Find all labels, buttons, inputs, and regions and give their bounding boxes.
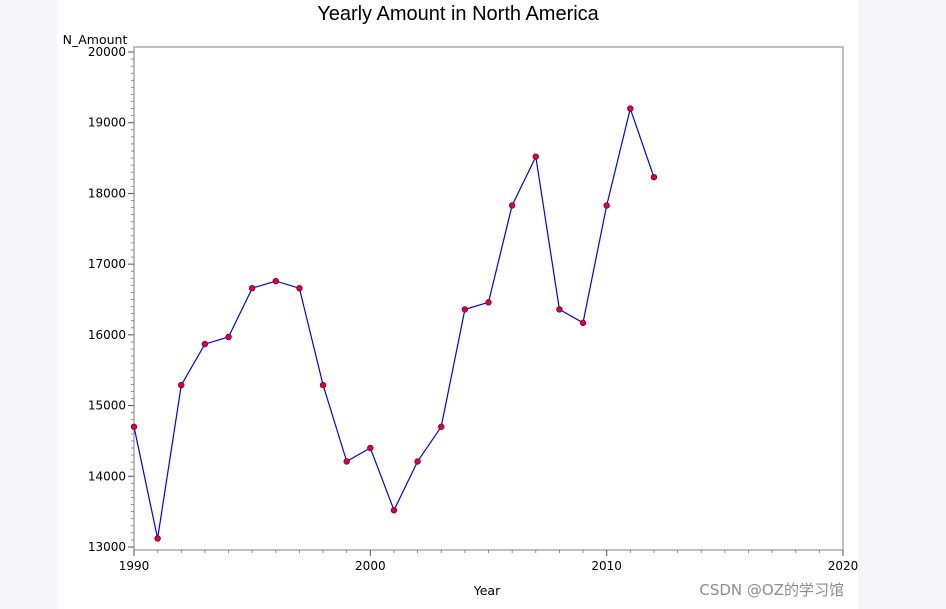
x-tick-label: 2020 <box>828 559 858 573</box>
y-tick-label: 18000 <box>88 186 126 200</box>
data-point <box>532 153 539 160</box>
plot-area-border <box>133 46 844 551</box>
data-point <box>296 284 303 292</box>
data-point <box>627 105 634 112</box>
y-tick-label: 20000 <box>88 45 126 59</box>
data-point <box>154 535 161 542</box>
y-tick-label: 14000 <box>88 469 126 483</box>
data-point <box>367 444 374 452</box>
x-tick-label: 2000 <box>355 559 386 573</box>
data-point <box>461 306 469 313</box>
x-tick-label: 2010 <box>591 559 622 573</box>
watermark-text: CSDN @OZ的学习馆 <box>699 581 844 599</box>
line-chart: Yearly Amount in North America N_Amount … <box>63 3 858 598</box>
data-point <box>343 458 350 465</box>
data-point <box>178 381 185 389</box>
y-axis-label: N_Amount <box>63 32 128 47</box>
data-point <box>579 319 587 327</box>
y-tick-label: 15000 <box>88 399 126 413</box>
data-point <box>556 306 563 313</box>
y-tick-label: 17000 <box>88 257 126 271</box>
data-point <box>508 202 516 209</box>
data-point <box>485 299 492 306</box>
data-point <box>650 173 658 181</box>
data-point <box>603 202 610 209</box>
x-axis-label: Year <box>473 583 501 598</box>
y-tick-label: 13000 <box>88 540 126 554</box>
series-line <box>133 106 655 539</box>
series-group <box>130 105 658 542</box>
data-point <box>130 423 138 430</box>
y-tick-label: 19000 <box>88 116 126 130</box>
chart-title: Yearly Amount in North America <box>317 3 599 25</box>
data-point <box>201 340 209 348</box>
data-point <box>319 381 327 389</box>
data-point <box>438 423 445 430</box>
y-tick-label: 16000 <box>88 328 126 342</box>
x-tick-label: 1990 <box>119 559 150 573</box>
data-point <box>248 284 256 292</box>
axes: 13000 14000 15000 16000 17000 18000 19000 20000… <box>88 45 858 573</box>
data-point <box>272 277 279 285</box>
data-point <box>225 333 232 341</box>
data-point <box>390 507 398 514</box>
data-point <box>414 458 421 465</box>
chart-frame: Yearly Amount in North America N_Amount … <box>58 0 858 609</box>
